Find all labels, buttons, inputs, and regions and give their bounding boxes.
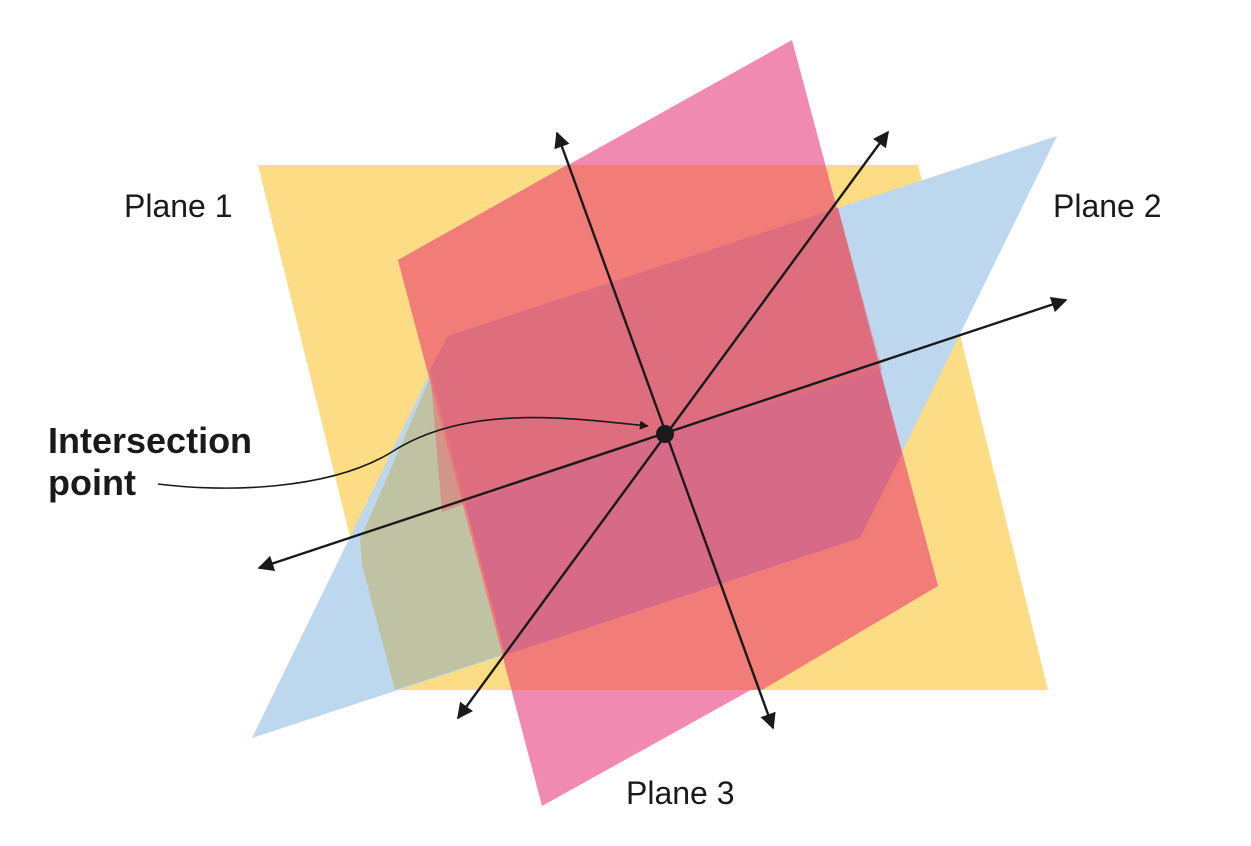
intersection-point-label-line1: Intersection [48, 420, 252, 461]
plane-2-label: Plane 2 [1053, 188, 1162, 224]
intersection-callout-leader [157, 416, 649, 489]
plane-1-label: Plane 1 [124, 188, 233, 224]
intersection-point-label-line2: point [48, 462, 136, 503]
plane-3-label: Plane 3 [626, 775, 735, 811]
intersection-point-dot [656, 425, 674, 443]
